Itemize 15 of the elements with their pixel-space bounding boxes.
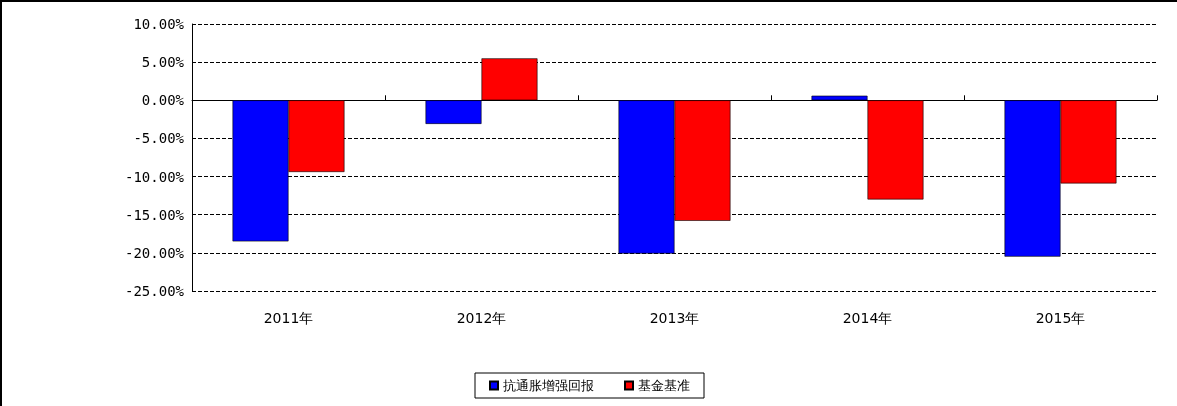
x-tick-label: 2013年: [649, 310, 700, 326]
x-tick-label: 2015年: [1035, 310, 1086, 326]
legend-label: 基金基准: [638, 378, 690, 393]
y-tick-label: 10.00%: [133, 16, 185, 32]
legend-label: 抗通胀增强回报: [503, 378, 594, 393]
y-tick-label: 0.00%: [141, 92, 185, 109]
y-tick-label: -20.00%: [124, 244, 185, 261]
y-tick-label: -25.00%: [124, 283, 185, 299]
y-tick-label: -5.00%: [133, 130, 185, 147]
x-tick-label: 2014年: [842, 310, 893, 326]
y-tick-label: 5.00%: [141, 54, 185, 71]
x-tick-label: 2011年: [263, 310, 314, 326]
y-tick-label: -10.00%: [124, 168, 185, 185]
y-tick-label: -15.00%: [124, 206, 185, 223]
x-tick-label: 2012年: [456, 310, 507, 326]
